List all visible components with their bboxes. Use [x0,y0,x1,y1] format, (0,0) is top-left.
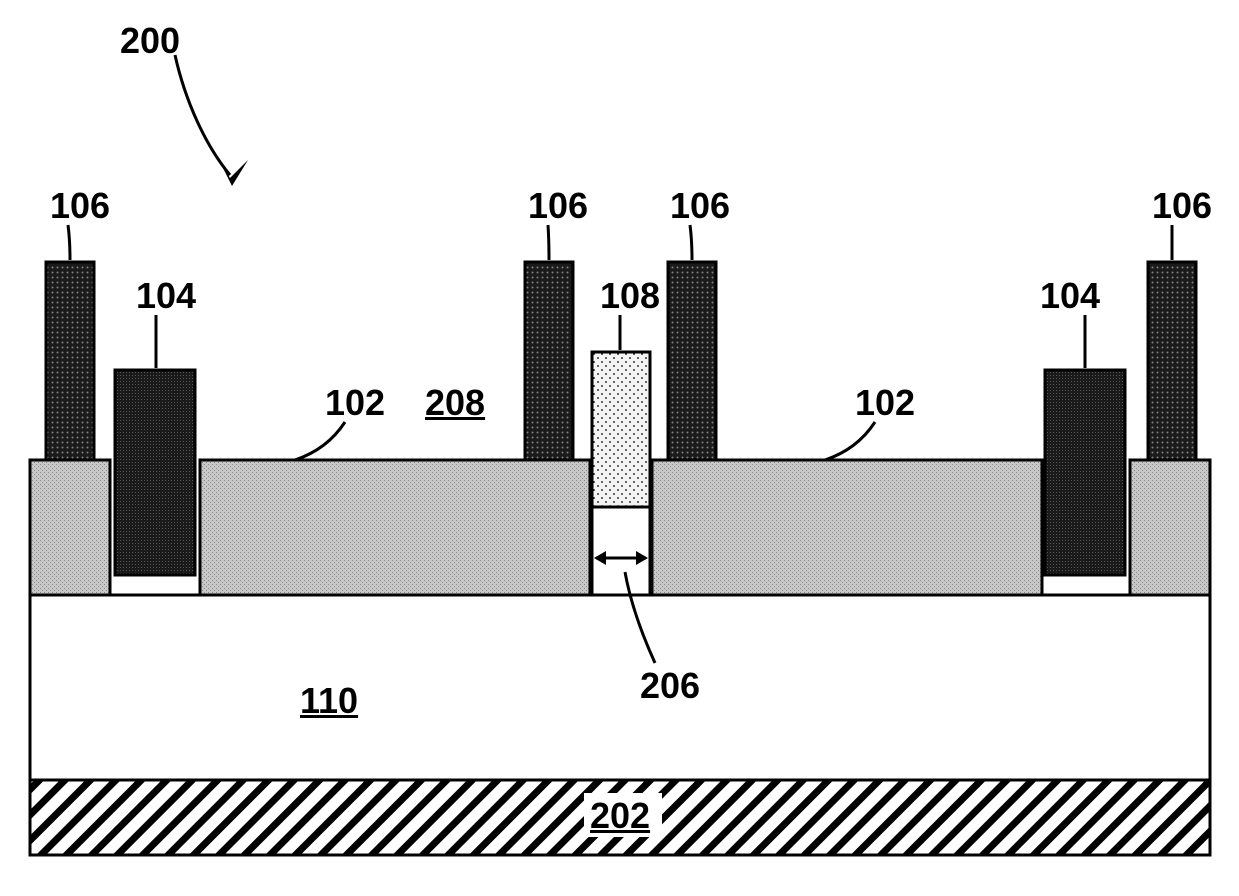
region-106-0 [46,262,94,460]
region-104-1 [1045,370,1125,575]
label-104: 104 [1040,275,1100,317]
label-108: 108 [600,275,660,317]
region-102-3 [1130,460,1210,595]
label-102: 102 [855,382,915,424]
region-106-2 [668,262,716,460]
diagram-svg [0,0,1239,896]
label-110: 110 [300,680,358,722]
arrow-200-head [218,158,248,186]
region-110 [30,595,1210,780]
label-202: 202 [590,795,650,837]
region-106-1 [525,262,573,460]
arrow-200-path [175,55,230,175]
label-106: 106 [528,185,588,227]
region-102-2 [652,460,1042,595]
region-104-0 [115,370,195,575]
leader-102b [825,422,875,460]
label-206: 206 [640,665,700,707]
diagram-canvas [0,0,1239,896]
region-102-1 [200,460,590,595]
label-106: 106 [670,185,730,227]
leader-106b [548,225,549,260]
label-200: 200 [120,20,180,62]
region-106-3 [1148,262,1196,460]
leader-102a [295,422,345,460]
gap-206 [592,507,650,595]
label-208: 208 [425,382,485,424]
region-102-0 [30,460,110,595]
label-104: 104 [136,275,196,317]
label-106: 106 [50,185,110,227]
leader-106c [690,225,692,260]
label-106: 106 [1152,185,1212,227]
label-102: 102 [325,382,385,424]
region-108 [592,352,650,507]
leader-106a [68,225,70,260]
